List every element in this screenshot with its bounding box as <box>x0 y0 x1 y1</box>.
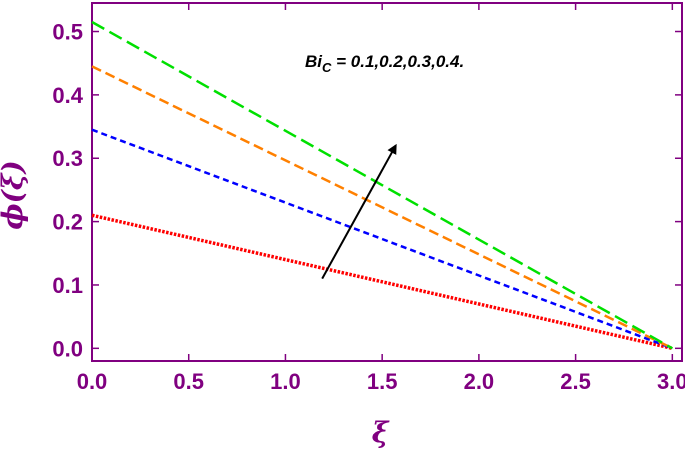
series-line-1 <box>91 213 673 351</box>
annotation-arrow <box>321 143 397 280</box>
x-axis: 0.0 0.5 1.0 1.5 2.0 2.5 3.0 <box>77 3 685 394</box>
x-axis-title: ξ <box>372 416 390 449</box>
x-tick-label: 2.0 <box>464 369 495 394</box>
series-line-3 <box>91 65 673 350</box>
x-tick-label: 3.0 <box>657 369 685 394</box>
x-tick-label: 0.5 <box>173 369 204 394</box>
series-line-4 <box>91 20 673 350</box>
x-tick-label: 2.5 <box>560 369 591 394</box>
y-axis: 0.0 0.1 0.2 0.3 0.4 0.5 <box>52 20 682 361</box>
y-tick-label: 0.4 <box>52 83 83 108</box>
y-tick-label: 0.5 <box>52 20 83 45</box>
y-tick-label: 0.2 <box>52 210 83 235</box>
series-line-2 <box>91 128 673 350</box>
y-axis-title: ϕ(ξ) <box>0 160 29 229</box>
x-tick-label: 1.0 <box>270 369 301 394</box>
annotation-label: BiC = 0.1,0.2,0.3,0.4. <box>305 52 464 75</box>
x-tick-label: 1.5 <box>367 369 398 394</box>
y-tick-label: 0.3 <box>52 146 83 171</box>
annotation-group: BiC = 0.1,0.2,0.3,0.4. <box>305 52 464 280</box>
x-tick-label: 0.0 <box>77 369 108 394</box>
series-group <box>91 20 673 351</box>
y-tick-label: 0.1 <box>52 273 83 298</box>
plot-frame <box>91 2 683 362</box>
y-tick-label: 0.0 <box>52 336 83 361</box>
